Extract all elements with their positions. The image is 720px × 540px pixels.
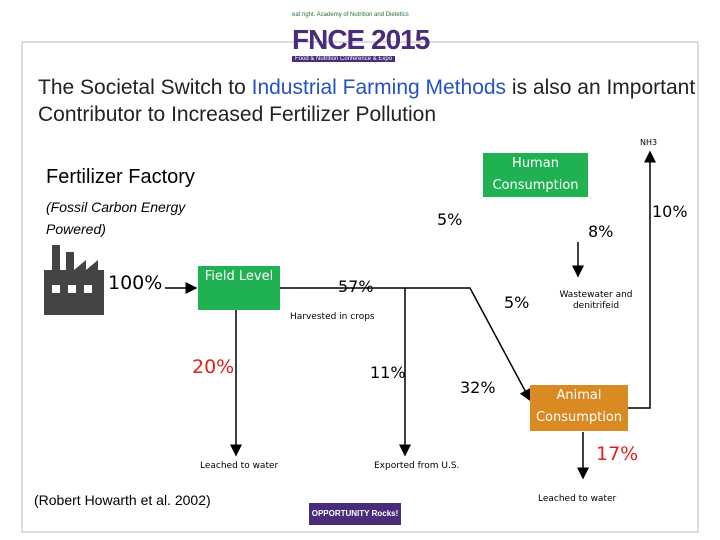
logo-fnce: FNCE 2015 bbox=[292, 24, 430, 55]
title-text: is also an Important Contributor to Incr… bbox=[38, 76, 696, 126]
flow-percent: 57% bbox=[338, 277, 374, 296]
logo-academy: eat right. Academy of Nutrition and Diet… bbox=[292, 12, 409, 18]
title-text: The Societal Switch to bbox=[38, 76, 246, 99]
animal-consumption-box: Animal Consumption bbox=[530, 385, 628, 431]
flow-percent: 20% bbox=[192, 356, 235, 378]
flow-percent: 17% bbox=[596, 443, 639, 465]
flow-percent: 100% bbox=[108, 272, 163, 294]
flow-percent: 8% bbox=[588, 222, 614, 241]
human-consumption-box: Human Consumption bbox=[483, 153, 588, 197]
flow-label: Wastewater and denitrifeid bbox=[559, 290, 633, 311]
factory-subtitle: (Fossil Carbon Energy Powered) bbox=[46, 199, 186, 237]
flow-label: Harvested in crops bbox=[290, 312, 375, 322]
factory-title: Fertilizer Factory bbox=[46, 166, 195, 188]
flow-label: Exported from U.S. bbox=[374, 461, 460, 471]
flow-percent: 5% bbox=[504, 293, 530, 312]
flow-percent: 5% bbox=[437, 210, 463, 229]
footer-logo: OPPORTUNITY Rocks! bbox=[309, 503, 401, 525]
slide-frame bbox=[21, 41, 699, 533]
field-level-box: Field Level bbox=[198, 266, 280, 310]
factory-icon bbox=[44, 245, 104, 315]
logo-subtitle: Food & Nutrition Conference & Expo bbox=[292, 56, 396, 62]
flow-arrows bbox=[165, 150, 656, 480]
title-highlight: Industrial Farming Methods bbox=[251, 76, 507, 99]
slide-title: The Societal Switch to Industrial Farmin… bbox=[38, 74, 698, 128]
nh3-label: NH3 bbox=[640, 138, 658, 147]
citation: (Robert Howarth et al. 2002) bbox=[34, 492, 211, 508]
flow-percent: 11% bbox=[370, 363, 406, 382]
flow-label: Leached to water bbox=[200, 461, 279, 471]
flow-percent: 10% bbox=[652, 202, 688, 221]
flow-percent: 32% bbox=[460, 378, 496, 397]
flow-label: Leached to water bbox=[538, 494, 617, 504]
